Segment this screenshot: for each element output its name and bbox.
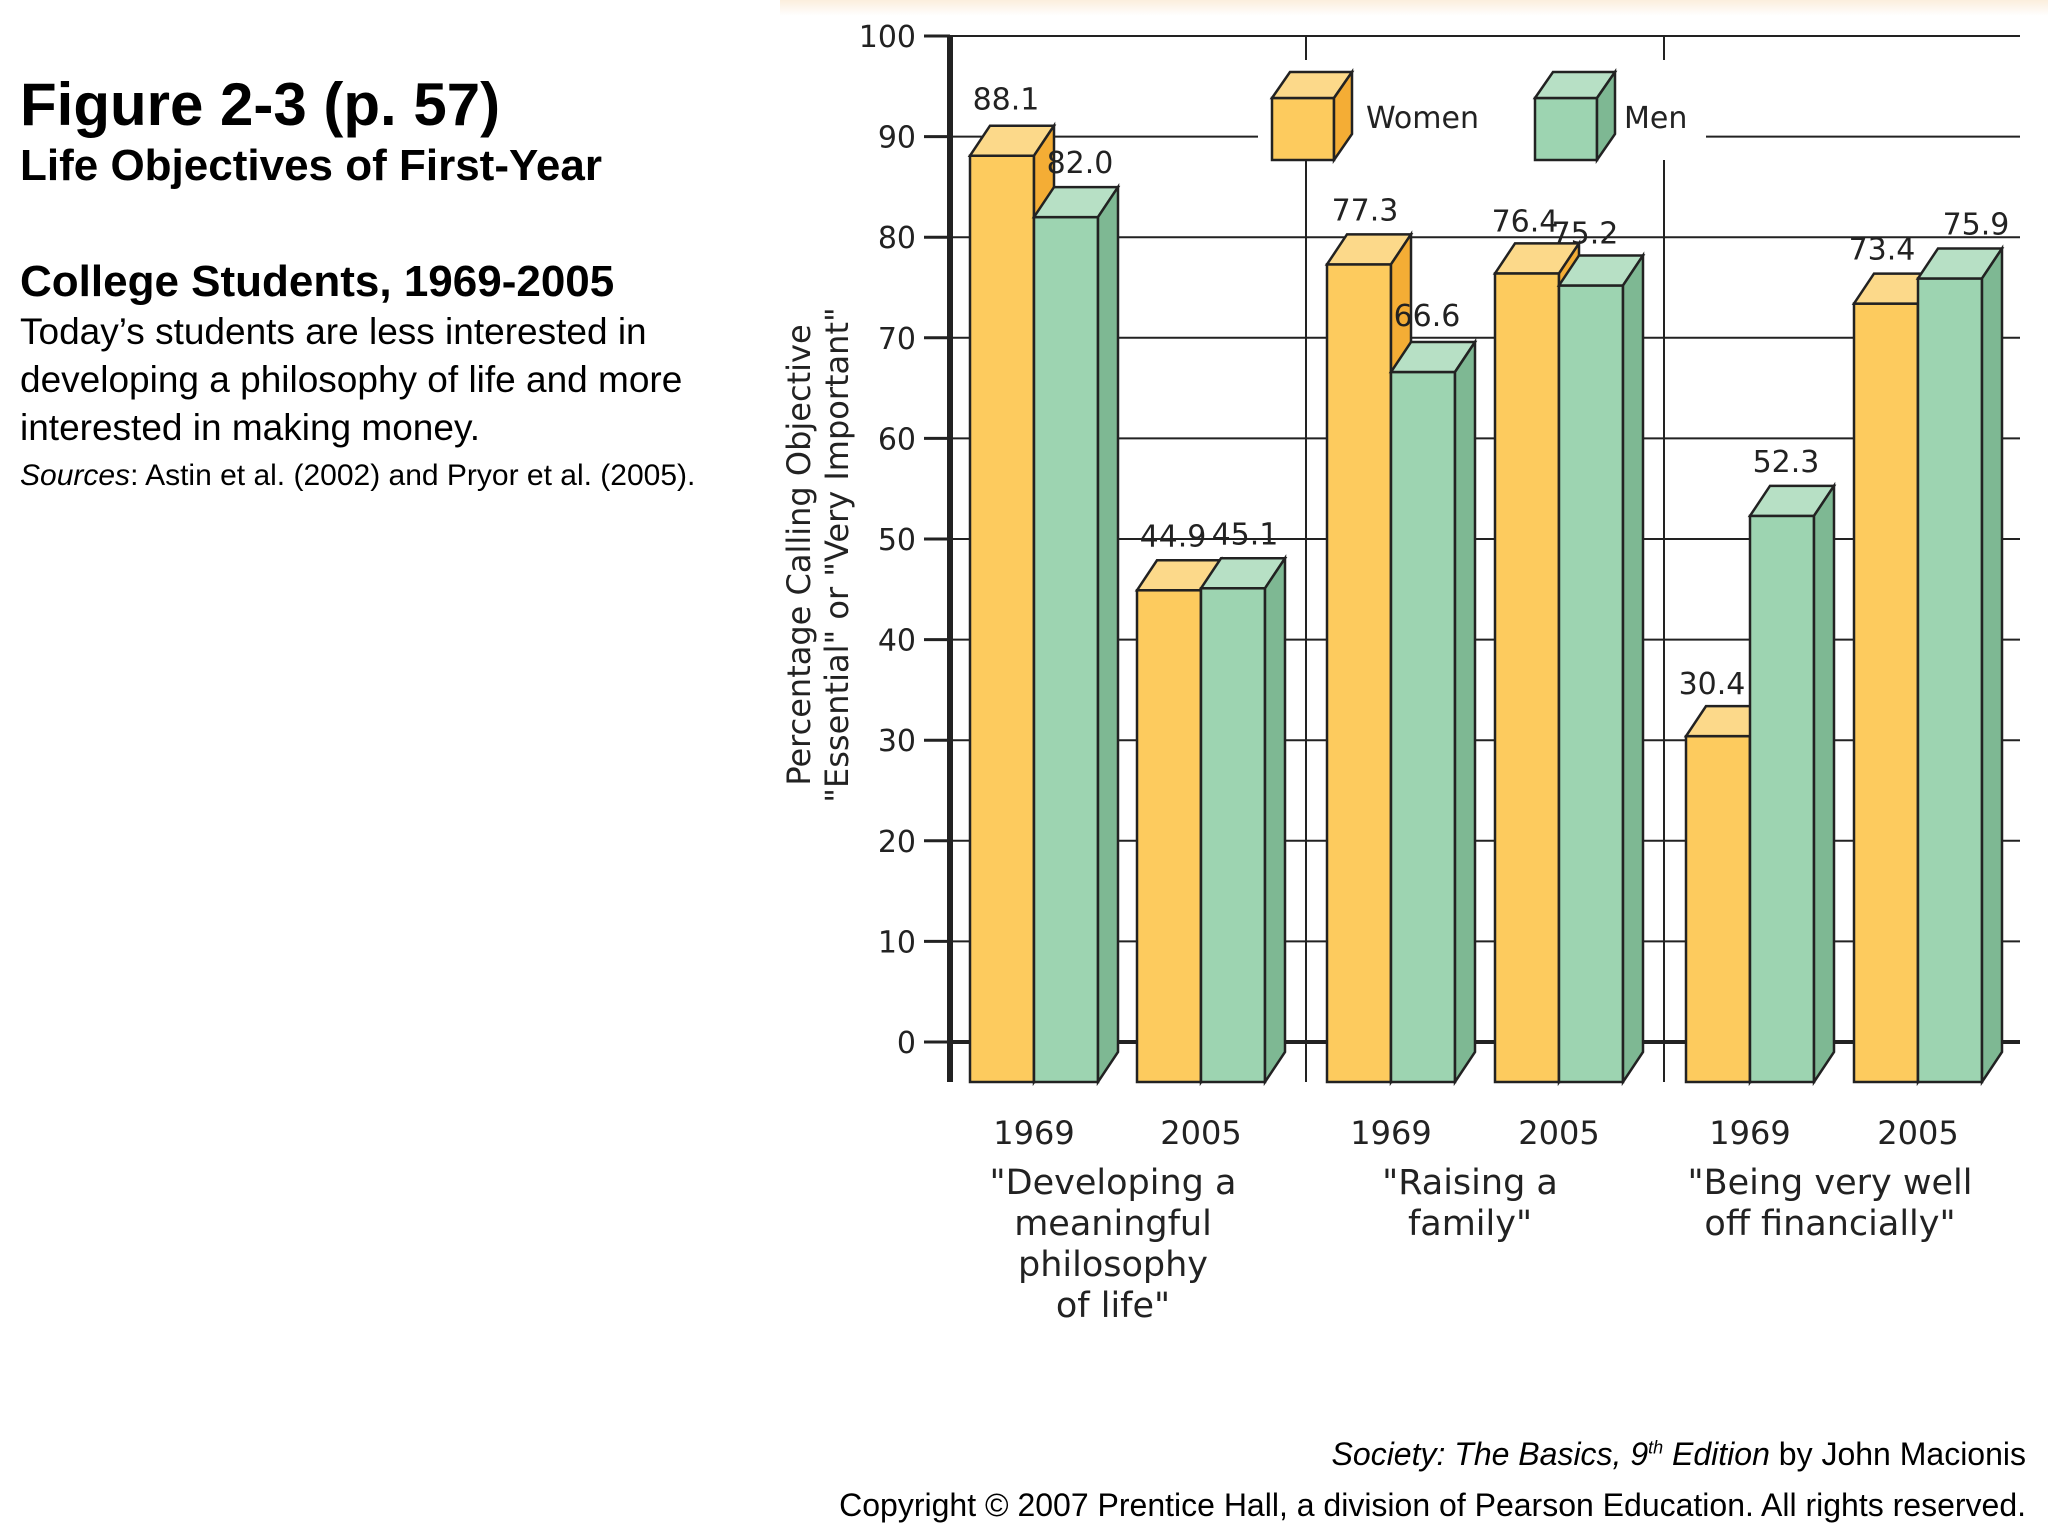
x-category-label: philosophy [1018, 1245, 1208, 1285]
edition-superscript: th [1648, 1437, 1664, 1458]
bar-front [1684, 734, 1752, 1084]
book-author: by John Macionis [1769, 1436, 2026, 1472]
sources-label: Sources [20, 459, 131, 492]
y-tick-label: 30 [878, 724, 916, 759]
x-year-label: 1969 [1709, 1114, 1790, 1152]
data-label: 66.6 [1394, 299, 1461, 334]
x-year-label: 1969 [1350, 1114, 1431, 1152]
bar-front [1199, 587, 1267, 1084]
data-label: 52.3 [1753, 445, 1820, 480]
bar-front [1852, 302, 1920, 1084]
x-year-label: 1969 [993, 1114, 1074, 1152]
y-tick-label: 70 [878, 322, 916, 357]
data-label: 45.1 [1212, 517, 1279, 552]
y-axis-title-line1: Percentage Calling Objective [780, 324, 818, 785]
y-tick-label: 90 [878, 121, 916, 156]
x-category-label: of life" [1056, 1286, 1170, 1326]
bar-side [1621, 251, 1645, 1087]
figure-description: Today’s students are less interested in … [20, 311, 683, 448]
bar-side [1980, 244, 2004, 1087]
bar-front [968, 154, 1036, 1084]
book-title: Society: The Basics, 9 [1331, 1436, 1649, 1472]
figure-subtitle-continued: College Students, 1969-2005 [20, 257, 615, 306]
y-tick-label: 10 [878, 925, 916, 960]
legend-label-women: Women [1366, 101, 1479, 136]
bar-front [1325, 263, 1393, 1084]
legend-men-swatch-side [1595, 67, 1617, 165]
legend-women-swatch-front [1270, 96, 1336, 162]
bar-side [1812, 481, 1836, 1087]
figure-sources: Sources: Astin et al. (2002) and Pryor e… [20, 456, 740, 496]
x-year-label: 2005 [1877, 1114, 1958, 1152]
edition-word: Edition [1663, 1436, 1770, 1472]
legend-label-men: Men [1624, 101, 1687, 136]
x-category-label: "Developing a [990, 1163, 1237, 1203]
legend-men-swatch-front [1533, 96, 1599, 162]
x-category-label: family" [1408, 1204, 1532, 1244]
bar-front [1135, 589, 1203, 1084]
y-tick-label: 40 [878, 624, 916, 659]
bar-side [1453, 337, 1477, 1087]
sources-text: : Astin et al. (2002) and Pryor et al. (… [130, 459, 696, 492]
bar-front [1493, 272, 1561, 1084]
y-tick-label: 100 [859, 20, 916, 55]
book-credit: Society: The Basics, 9th Edition by John… [1332, 1436, 2026, 1473]
figure-subtitle: Life Objectives of First-Year [20, 141, 602, 190]
data-label: 30.4 [1679, 667, 1746, 702]
y-tick-label: 60 [878, 422, 916, 457]
bar-chart: 0 10 20 30 40 50 60 70 80 90 100 Percentage Calling… [780, 20, 2020, 1326]
x-year-label: 2005 [1518, 1114, 1599, 1152]
data-label: 75.9 [1943, 207, 2010, 242]
data-label: 44.9 [1140, 519, 1207, 554]
bar-side [1263, 554, 1287, 1087]
y-tick-label: 80 [878, 221, 916, 256]
bar-front [1748, 514, 1816, 1084]
data-label: 77.3 [1332, 193, 1399, 228]
figure-caption: Figure 2-3 (p. 57) Life Objectives of Fi… [20, 70, 740, 496]
bar-front [1557, 284, 1625, 1084]
x-year-label: 2005 [1160, 1114, 1241, 1152]
x-category-label: off financially" [1704, 1204, 1955, 1244]
y-tick-label: 50 [878, 523, 916, 558]
data-label: 88.1 [973, 83, 1040, 118]
data-label: 82.0 [1047, 146, 1114, 181]
x-category-label: meaningful [1014, 1204, 1212, 1244]
top-edge-shading [780, 0, 2048, 16]
legend-women-swatch-side [1332, 67, 1354, 165]
figure-title: Figure 2-3 (p. 57) [20, 71, 501, 138]
y-tick-label: 0 [897, 1026, 916, 1061]
bar-side [1096, 182, 1120, 1087]
data-label: 75.2 [1552, 216, 1619, 251]
data-label: 73.4 [1849, 233, 1916, 268]
x-category-label: "Raising a [1382, 1163, 1558, 1203]
y-tick-label: 20 [878, 825, 916, 860]
bar-front [1389, 370, 1457, 1084]
x-category-label: "Being very well [1688, 1163, 1973, 1203]
copyright-notice: Copyright © 2007 Prentice Hall, a divisi… [839, 1487, 2026, 1523]
data-label: 76.4 [1492, 204, 1559, 239]
bar-front [1916, 277, 1984, 1084]
bar-front [1032, 215, 1100, 1084]
y-axis-title-line2: "Essential" or "Very Important" [818, 307, 856, 802]
